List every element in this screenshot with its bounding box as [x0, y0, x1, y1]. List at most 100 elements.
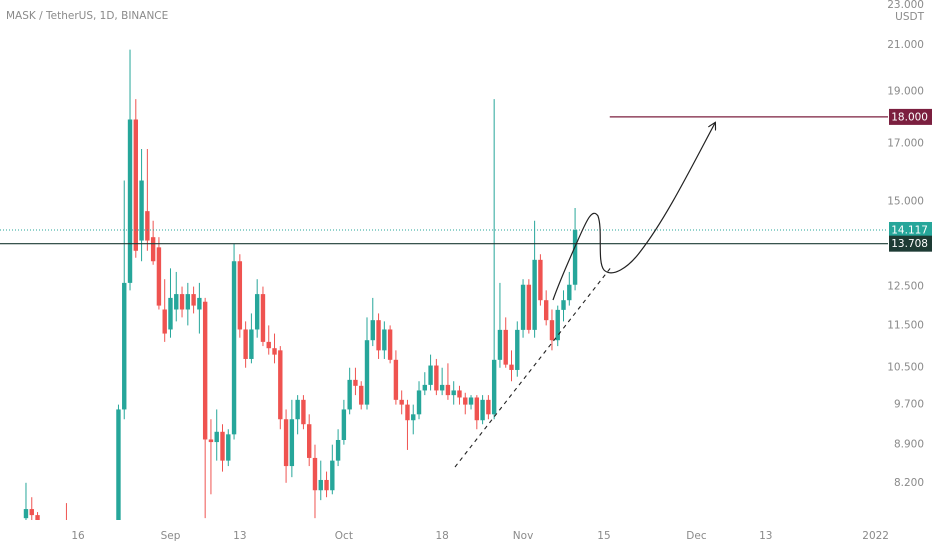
- candle-body: [463, 397, 468, 405]
- candle-body: [307, 424, 312, 458]
- candle-body: [197, 297, 202, 310]
- candle-body: [399, 399, 404, 405]
- candle-body: [572, 229, 578, 285]
- price-tag-label: 18.000: [891, 111, 928, 123]
- y-tick-label: 10.500: [887, 362, 924, 374]
- candle-body: [122, 282, 127, 410]
- candle-body: [150, 237, 156, 262]
- candle-body: [347, 379, 352, 410]
- candle-body: [370, 320, 375, 341]
- candle-body: [335, 439, 341, 461]
- price-tag-label: 13.708: [891, 238, 928, 250]
- candle-body: [416, 390, 422, 415]
- candle-body: [272, 348, 277, 355]
- x-tick-label: Oct: [335, 530, 353, 542]
- candle-body: [226, 434, 231, 461]
- candle-body: [116, 409, 121, 520]
- candle-body: [503, 329, 508, 365]
- candle-body: [35, 515, 40, 520]
- chart-title: MASK / TetherUS, 1D, BINANCE: [6, 10, 168, 22]
- candle-body: [411, 414, 416, 421]
- candle-body: [295, 399, 300, 420]
- candle-body: [376, 320, 381, 351]
- candle-body: [428, 365, 433, 385]
- candle-body: [179, 294, 185, 310]
- x-tick-label: 16: [71, 530, 85, 542]
- candle-body: [301, 399, 306, 425]
- candle-body: [509, 364, 514, 370]
- candle-body: [156, 247, 162, 306]
- candle-body: [480, 399, 485, 421]
- candle-body: [451, 390, 456, 396]
- candle-body: [359, 385, 364, 405]
- y-tick-label: 9.700: [894, 399, 924, 411]
- candle-body: [393, 359, 399, 400]
- price-tag-label: 14.117: [891, 224, 928, 236]
- candle-body: [497, 329, 503, 360]
- y-tick-label: 8.200: [894, 477, 924, 489]
- candle-body: [567, 284, 572, 301]
- candle-body: [330, 460, 335, 491]
- x-tick-label: Dec: [686, 530, 707, 542]
- x-tick-label: 18: [435, 530, 448, 542]
- candle-body: [526, 284, 532, 330]
- y-tick-label: 21.000: [887, 39, 924, 51]
- x-tick-label: 15: [597, 530, 610, 542]
- candle-body: [283, 419, 289, 467]
- y-unit: USDT: [895, 11, 924, 23]
- candle-body: [457, 390, 462, 398]
- candle-body: [289, 419, 295, 467]
- candle-body: [29, 509, 34, 516]
- candle-body: [515, 329, 520, 370]
- candle-body: [202, 301, 208, 440]
- candle-body: [208, 439, 214, 443]
- candle-body: [324, 479, 329, 491]
- candle-body: [382, 329, 387, 351]
- candle-body: [139, 180, 144, 241]
- candle-body: [422, 384, 427, 391]
- candle-body: [520, 284, 526, 330]
- price-tag: [889, 235, 932, 252]
- candle-body: [220, 431, 225, 461]
- candle-body: [439, 384, 445, 391]
- candle-body: [312, 457, 318, 491]
- y-tick-label: 19.000: [887, 86, 924, 98]
- candle-body: [543, 300, 549, 321]
- candle-body: [549, 320, 555, 341]
- candle-body: [405, 404, 410, 421]
- x-tick-label: 2022: [862, 530, 889, 542]
- price-tag: [889, 108, 932, 125]
- y-tick-label: 8.900: [894, 439, 924, 451]
- plot-area: [23, 49, 578, 520]
- candle-body: [249, 329, 254, 359]
- candle-body: [353, 379, 358, 386]
- candle-body: [168, 297, 173, 330]
- candle-body: [561, 300, 566, 310]
- candle-body: [127, 119, 133, 283]
- candle-body: [278, 350, 283, 420]
- candle-body: [468, 397, 474, 405]
- y-tick-label: 17.000: [887, 137, 924, 149]
- candle-body: [23, 509, 29, 519]
- candle-body: [445, 384, 451, 396]
- candle-body: [214, 431, 219, 443]
- candle-body: [231, 261, 237, 435]
- axes: 23.000 21.000 19.000 17.000 15.000 12.500 11.5…: [71, 0, 932, 542]
- price-tag: [889, 221, 932, 238]
- projection-arrow: [552, 123, 715, 301]
- candle-body: [486, 399, 491, 415]
- candle-body: [318, 479, 323, 491]
- candle-body: [243, 329, 248, 359]
- candle-body: [532, 259, 537, 330]
- candle-body: [387, 329, 393, 360]
- y-tick-label: 15.000: [887, 196, 924, 208]
- candle-body: [254, 294, 260, 330]
- y-tick-label: 23.000: [887, 0, 924, 11]
- candle-body: [341, 409, 347, 440]
- y-tick-label: 12.500: [887, 281, 924, 293]
- candle-body: [491, 359, 497, 415]
- candle-body: [185, 294, 191, 310]
- x-tick-label: Nov: [513, 530, 534, 542]
